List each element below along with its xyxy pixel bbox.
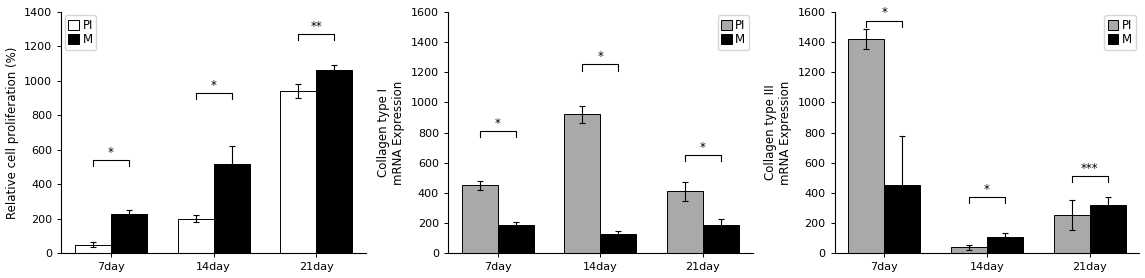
Bar: [316, 70, 353, 254]
Text: *: *: [700, 141, 706, 154]
Bar: [600, 234, 637, 254]
Bar: [214, 163, 250, 254]
Text: *: *: [211, 79, 216, 91]
Text: **: **: [310, 20, 322, 33]
Y-axis label: Collagen type I
mRNA Expression: Collagen type I mRNA Expression: [377, 80, 405, 185]
Text: *: *: [495, 117, 500, 130]
Bar: [1090, 205, 1126, 254]
Legend: PI, M: PI, M: [1104, 15, 1136, 50]
Bar: [564, 114, 600, 254]
Bar: [951, 247, 987, 254]
Bar: [987, 237, 1022, 254]
Bar: [498, 225, 534, 254]
Bar: [668, 192, 703, 254]
Bar: [281, 91, 316, 254]
Bar: [848, 39, 884, 254]
Text: *: *: [108, 146, 114, 159]
Bar: [177, 219, 214, 254]
Bar: [461, 185, 498, 254]
Bar: [703, 225, 739, 254]
Bar: [884, 185, 921, 254]
Legend: PI, M: PI, M: [65, 15, 96, 50]
Y-axis label: Collagen type III
mRNA Expression: Collagen type III mRNA Expression: [764, 80, 792, 185]
Y-axis label: Relative cell proliferation (%): Relative cell proliferation (%): [6, 46, 18, 219]
Bar: [1053, 215, 1090, 254]
Bar: [111, 214, 147, 254]
Text: *: *: [882, 6, 887, 19]
Text: *: *: [598, 50, 603, 63]
Text: ***: ***: [1081, 162, 1098, 175]
Bar: [76, 245, 111, 254]
Text: *: *: [984, 183, 990, 195]
Legend: PI, M: PI, M: [718, 15, 749, 50]
